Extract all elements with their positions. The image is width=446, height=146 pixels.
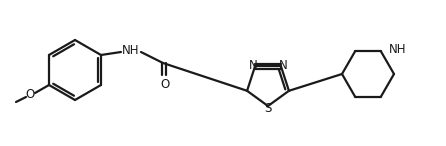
Text: N: N — [279, 59, 287, 72]
Text: O: O — [25, 87, 35, 100]
Text: NH: NH — [389, 43, 406, 56]
Text: N: N — [249, 59, 257, 72]
Text: NH: NH — [122, 45, 140, 58]
Text: S: S — [264, 101, 272, 114]
Text: O: O — [161, 78, 169, 91]
